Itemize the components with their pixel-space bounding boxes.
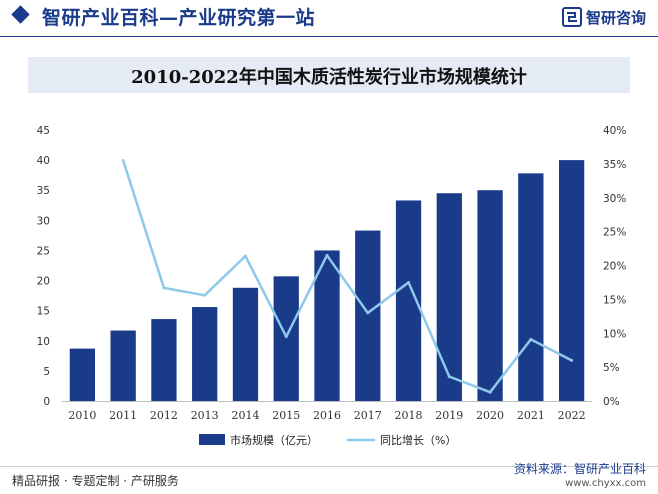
footer-source: 资料来源：智研产业百科 [513,462,646,476]
bar [477,190,503,401]
header-divider [0,36,658,37]
legend-label-line: 同比增长（%） [380,433,456,447]
x-tick-label: 2022 [558,409,586,422]
x-tick-label: 2016 [313,409,341,422]
y-right-tick-label: 5% [603,362,620,374]
growth-point [243,254,247,258]
y-left-tick-label: 15 [37,306,50,318]
growth-point [284,335,288,339]
bar [151,319,177,401]
bar [355,230,381,401]
bar [69,348,96,401]
y-left-tick-label: 0 [43,396,50,408]
growth-line [121,160,573,394]
y-left-tick-label: 45 [37,125,50,137]
y-right-tick-label: 15% [603,294,626,306]
bar [273,276,299,401]
x-tick-label: 2011 [109,409,137,422]
bar [192,307,218,401]
growth-point [325,253,329,257]
growth-point [488,390,492,394]
y-left-tick-label: 25 [37,245,50,257]
growth-point [570,358,574,362]
header-title: 智研产业百科—产业研究第一站 [42,7,316,29]
y-right-tick-label: 30% [603,193,626,205]
brand[interactable]: 智研咨询 [561,6,646,28]
bar [558,160,585,401]
y-left-tick-label: 5 [43,366,50,378]
growth-point [529,337,533,341]
growth-point [407,280,411,284]
x-tick-label: 2013 [191,409,219,422]
y-left-tick-label: 35 [37,185,50,197]
x-tick-label: 2015 [272,409,300,422]
bar [436,193,462,401]
bar [110,330,136,401]
footer-tagline: 精品研报 · 专题定制 · 产研服务 [12,474,179,488]
x-tick-label: 2014 [231,409,259,422]
y-right-tick-label: 0% [603,396,620,408]
growth-point [203,293,207,297]
x-tick-label: 2019 [435,409,463,422]
brand-name: 智研咨询 [585,8,646,27]
growth-point [366,311,370,315]
brand-logo-icon [561,7,582,27]
y-left-tick-label: 30 [37,215,50,227]
x-tick-label: 2012 [150,409,178,422]
bar [232,287,259,401]
y-right-tick-label: 20% [603,261,626,273]
x-tick-label: 2017 [354,409,382,422]
chart-title: 2010-2022年中国木质活性炭行业市场规模统计 [131,67,527,88]
y-right-tick-label: 40% [603,125,626,137]
x-tick-label: 2021 [517,409,545,422]
y-left-tick-label: 20 [37,276,50,288]
legend-label-bar: 市场规模（亿元） [230,433,318,447]
y-left-tick-label: 10 [37,336,50,348]
y-right-tick-label: 35% [603,159,626,171]
footer-url[interactable]: www.chyxx.com [565,478,646,489]
growth-point [447,375,451,379]
bar [314,250,340,401]
growth-point [121,158,125,162]
y-left-tick-label: 40 [37,155,50,167]
y-right-tick-label: 25% [603,227,626,239]
growth-point [162,286,166,290]
footer-divider [0,466,658,467]
y-right-tick-label: 10% [603,328,626,340]
header-bar: 智研产业百科—产业研究第一站 智研咨询 [0,0,658,36]
x-tick-label: 2018 [395,409,423,422]
legend-swatch-bar [199,434,225,445]
chart-title-band: 2010-2022年中国木质活性炭行业市场规模统计 [28,57,630,93]
bar [518,173,544,401]
x-tick-label: 2010 [68,409,96,422]
x-tick-label: 2020 [476,409,504,422]
